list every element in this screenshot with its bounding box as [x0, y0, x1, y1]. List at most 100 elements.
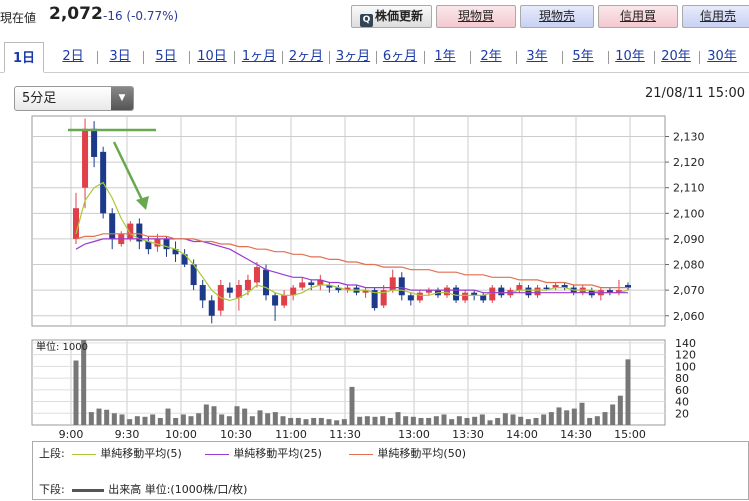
tab-30y[interactable]: 30年 — [707, 49, 737, 64]
moving-average-line — [75, 181, 629, 302]
tab-separator — [608, 51, 609, 64]
tab-1m[interactable]: 1ヶ月 — [241, 49, 277, 64]
volume-bar — [518, 416, 524, 425]
price-tick-label: 2,080 — [673, 259, 705, 272]
legend-upper-row: 上段: 単純移動平均(5) 単純移動平均(25) 単純移動平均(50) — [39, 445, 466, 460]
legend-ma25: 単純移動平均(25) — [233, 447, 322, 460]
tab-2y[interactable]: 2年 — [480, 49, 502, 64]
candle-body — [371, 290, 378, 309]
volume-bar — [510, 414, 516, 425]
volume-bar — [594, 416, 600, 425]
volume-bar — [625, 359, 631, 425]
volume-bar — [479, 414, 485, 425]
volume-bar — [556, 407, 562, 425]
candle-body — [199, 285, 206, 301]
tab-10d[interactable]: 10日 — [197, 49, 227, 64]
price-tick-label: 2,100 — [673, 207, 705, 220]
tab-5d[interactable]: 5日 — [155, 49, 177, 64]
candle-body — [253, 267, 260, 283]
volume-bar — [579, 402, 585, 425]
volume-bar — [249, 416, 255, 425]
x-tick-label: 9:00 — [59, 428, 84, 441]
interval-select[interactable]: 5分足 ▼ — [14, 86, 134, 111]
tab-3d[interactable]: 3日 — [109, 49, 131, 64]
candle-body — [561, 285, 568, 288]
volume-tick-label: 80 — [675, 372, 689, 385]
candle-body — [534, 287, 541, 296]
candle-body — [380, 290, 387, 306]
legend-ma50: 単純移動平均(50) — [377, 447, 466, 460]
volume-bar — [288, 417, 294, 425]
tab-6m[interactable]: 6ヶ月 — [382, 49, 418, 64]
x-tick-label: 10:00 — [165, 428, 197, 441]
volume-bar — [587, 417, 593, 425]
volume-bar — [134, 416, 140, 425]
volume-bar — [234, 406, 240, 425]
x-tick-label: 9:30 — [115, 428, 140, 441]
price-tick-label: 2,090 — [673, 233, 705, 246]
volume-tick-label: 120 — [675, 349, 696, 362]
legend-swatch-ma50 — [349, 453, 374, 455]
tab-separator — [234, 51, 235, 64]
volume-bar — [541, 414, 547, 425]
tab-separator — [143, 51, 144, 64]
candle-body — [489, 287, 496, 301]
moving-average-line — [75, 233, 628, 289]
margin-sell-button[interactable]: 信用売 — [682, 5, 749, 28]
candle-body — [299, 282, 306, 288]
volume-bar — [464, 417, 470, 425]
x-tick-label: 13:30 — [452, 428, 484, 441]
volume-bar — [226, 416, 232, 425]
tab-20y[interactable]: 20年 — [661, 49, 691, 64]
price-tick-label: 2,110 — [673, 182, 705, 195]
volume-bar — [364, 416, 370, 425]
price-tick-label: 2,120 — [673, 156, 705, 169]
tab-separator — [470, 51, 471, 64]
tab-10y[interactable]: 10年 — [615, 49, 645, 64]
volume-bar — [311, 417, 317, 425]
volume-bar — [188, 416, 194, 425]
period-tabs: 1日 2日 3日 5日 10日 1ヶ月 2ヶ月 3ヶ月 6ヶ月 1年 2年 3年… — [0, 41, 749, 73]
volume-bar — [81, 340, 87, 425]
volume-bar — [403, 416, 409, 425]
spot-sell-button[interactable]: 現物売 — [520, 5, 594, 28]
tab-1d[interactable]: 1日 — [4, 42, 44, 73]
arrow-annotation — [112, 141, 146, 205]
x-tick-label: 11:00 — [275, 428, 307, 441]
volume-bar — [449, 419, 455, 425]
candle-body — [145, 241, 152, 250]
quote-header: 現在値 2,072 -16 (-0.77%) Q 株価更新 現物買 現物売 信用買… — [0, 0, 749, 34]
x-tick-label: 14:00 — [506, 428, 538, 441]
volume-bar — [372, 416, 378, 425]
candle-body — [453, 287, 460, 301]
candle-body — [516, 285, 523, 291]
tab-3m[interactable]: 3ヶ月 — [335, 49, 371, 64]
spot-buy-button[interactable]: 現物買 — [436, 5, 516, 28]
candle-body — [462, 292, 469, 301]
candle-body — [226, 287, 233, 293]
candle-body — [335, 287, 342, 291]
tab-2d[interactable]: 2日 — [62, 49, 84, 64]
tab-1y[interactable]: 1年 — [434, 49, 456, 64]
candle-body — [272, 295, 279, 306]
price-tick-label: 2,060 — [673, 310, 705, 323]
margin-buy-button[interactable]: 信用買 — [598, 5, 678, 28]
candle-body — [317, 279, 324, 286]
volume-bar — [380, 416, 386, 425]
tab-2m[interactable]: 2ヶ月 — [288, 49, 324, 64]
volume-bar — [111, 413, 117, 425]
tab-separator — [424, 51, 425, 64]
x-tick-label: 13:00 — [398, 428, 430, 441]
candle-body — [163, 238, 170, 250]
volume-bar — [564, 410, 570, 425]
refresh-price-button[interactable]: Q 株価更新 — [351, 5, 432, 28]
volume-bar — [502, 413, 508, 425]
x-tick-label: 15:00 — [614, 428, 646, 441]
price-tick-label: 2,070 — [673, 284, 705, 297]
candle-body — [235, 285, 242, 298]
tab-5y[interactable]: 5年 — [572, 49, 594, 64]
candle-body — [172, 249, 179, 255]
candle-body — [208, 300, 215, 316]
tab-3y[interactable]: 3年 — [526, 49, 548, 64]
volume-tick-label: 140 — [675, 337, 696, 350]
